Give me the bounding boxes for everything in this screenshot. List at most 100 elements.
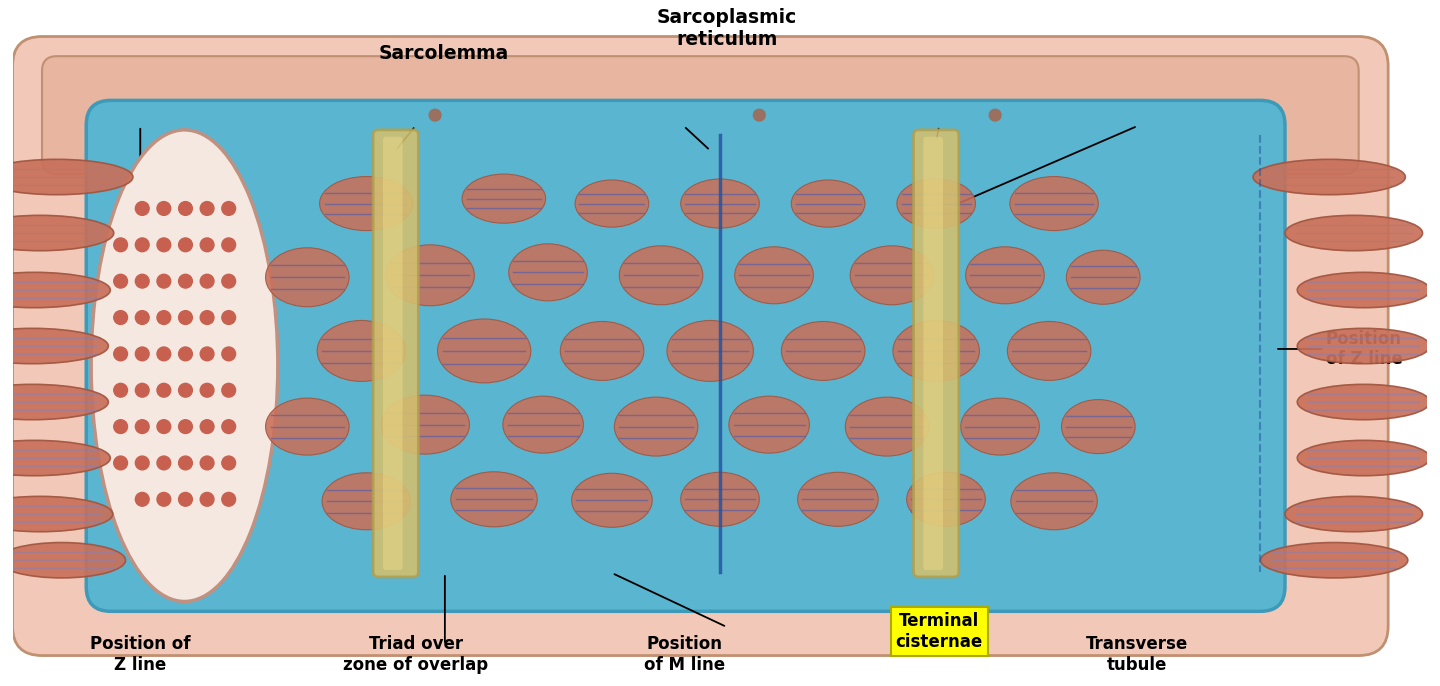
FancyBboxPatch shape xyxy=(383,137,403,570)
Text: Transverse
tubule: Transverse tubule xyxy=(1086,635,1188,674)
Ellipse shape xyxy=(265,398,348,455)
Ellipse shape xyxy=(462,174,546,223)
Ellipse shape xyxy=(560,322,644,381)
Circle shape xyxy=(114,347,128,361)
Ellipse shape xyxy=(734,247,814,304)
Ellipse shape xyxy=(320,176,413,230)
Ellipse shape xyxy=(1297,384,1430,420)
Circle shape xyxy=(157,493,171,506)
Circle shape xyxy=(179,456,193,470)
Ellipse shape xyxy=(382,395,469,454)
Ellipse shape xyxy=(1284,497,1423,532)
Ellipse shape xyxy=(681,179,759,228)
Ellipse shape xyxy=(1011,473,1097,530)
Ellipse shape xyxy=(265,248,348,307)
Ellipse shape xyxy=(386,245,474,306)
Circle shape xyxy=(157,274,171,288)
Ellipse shape xyxy=(1008,322,1092,381)
Circle shape xyxy=(179,420,193,434)
Ellipse shape xyxy=(572,473,652,528)
Text: Triad over
zone of overlap: Triad over zone of overlap xyxy=(343,635,488,674)
Circle shape xyxy=(179,238,193,252)
Ellipse shape xyxy=(0,272,111,308)
Circle shape xyxy=(179,311,193,324)
Ellipse shape xyxy=(729,396,809,453)
Text: Sarcoplasmic
reticulum: Sarcoplasmic reticulum xyxy=(657,8,798,49)
Ellipse shape xyxy=(438,319,531,383)
Circle shape xyxy=(135,420,150,434)
Ellipse shape xyxy=(893,320,979,381)
Circle shape xyxy=(114,238,128,252)
Circle shape xyxy=(200,420,215,434)
Circle shape xyxy=(222,456,236,470)
Ellipse shape xyxy=(0,159,132,195)
Circle shape xyxy=(222,347,236,361)
Circle shape xyxy=(135,274,150,288)
Ellipse shape xyxy=(0,329,108,364)
Ellipse shape xyxy=(845,397,929,456)
Ellipse shape xyxy=(966,247,1044,304)
Ellipse shape xyxy=(503,396,583,453)
Text: Position
of Z line: Position of Z line xyxy=(1326,329,1403,368)
Circle shape xyxy=(135,202,150,215)
Ellipse shape xyxy=(323,473,410,530)
Circle shape xyxy=(179,347,193,361)
Circle shape xyxy=(157,202,171,215)
Circle shape xyxy=(200,311,215,324)
Ellipse shape xyxy=(1067,250,1140,305)
FancyBboxPatch shape xyxy=(913,130,959,577)
Circle shape xyxy=(179,493,193,506)
Circle shape xyxy=(200,493,215,506)
Circle shape xyxy=(179,202,193,215)
Ellipse shape xyxy=(667,320,753,381)
Circle shape xyxy=(200,383,215,397)
Ellipse shape xyxy=(1009,176,1099,230)
Circle shape xyxy=(753,109,765,121)
Ellipse shape xyxy=(1297,329,1430,364)
Ellipse shape xyxy=(1253,159,1405,195)
Ellipse shape xyxy=(0,440,111,475)
Circle shape xyxy=(157,238,171,252)
Circle shape xyxy=(157,347,171,361)
Circle shape xyxy=(222,493,236,506)
Circle shape xyxy=(222,420,236,434)
Circle shape xyxy=(200,202,215,215)
Ellipse shape xyxy=(0,543,125,578)
Ellipse shape xyxy=(897,179,975,228)
Ellipse shape xyxy=(451,472,537,527)
Circle shape xyxy=(222,238,236,252)
Ellipse shape xyxy=(791,180,865,227)
Ellipse shape xyxy=(508,244,588,301)
Ellipse shape xyxy=(0,215,114,250)
Text: Position
of M line: Position of M line xyxy=(644,635,726,674)
Circle shape xyxy=(114,420,128,434)
Circle shape xyxy=(114,274,128,288)
Ellipse shape xyxy=(1297,440,1430,475)
Ellipse shape xyxy=(782,322,865,381)
Text: Position of
Z line: Position of Z line xyxy=(89,635,190,674)
Circle shape xyxy=(135,383,150,397)
Ellipse shape xyxy=(1061,399,1135,453)
Ellipse shape xyxy=(1297,272,1430,308)
FancyBboxPatch shape xyxy=(923,137,943,570)
Text: Sarcolemma: Sarcolemma xyxy=(379,43,510,62)
Text: Terminal
cisternae: Terminal cisternae xyxy=(896,612,984,650)
Circle shape xyxy=(200,456,215,470)
Circle shape xyxy=(114,383,128,397)
Ellipse shape xyxy=(91,130,278,602)
Ellipse shape xyxy=(798,472,878,526)
FancyBboxPatch shape xyxy=(86,100,1284,611)
Ellipse shape xyxy=(0,384,108,420)
Circle shape xyxy=(222,202,236,215)
FancyBboxPatch shape xyxy=(42,56,1359,174)
Ellipse shape xyxy=(619,246,703,305)
Circle shape xyxy=(179,274,193,288)
Circle shape xyxy=(135,493,150,506)
Ellipse shape xyxy=(1284,215,1423,250)
Circle shape xyxy=(179,383,193,397)
Circle shape xyxy=(135,311,150,324)
FancyBboxPatch shape xyxy=(13,36,1388,656)
Ellipse shape xyxy=(575,180,649,227)
Circle shape xyxy=(157,383,171,397)
Ellipse shape xyxy=(317,320,406,381)
